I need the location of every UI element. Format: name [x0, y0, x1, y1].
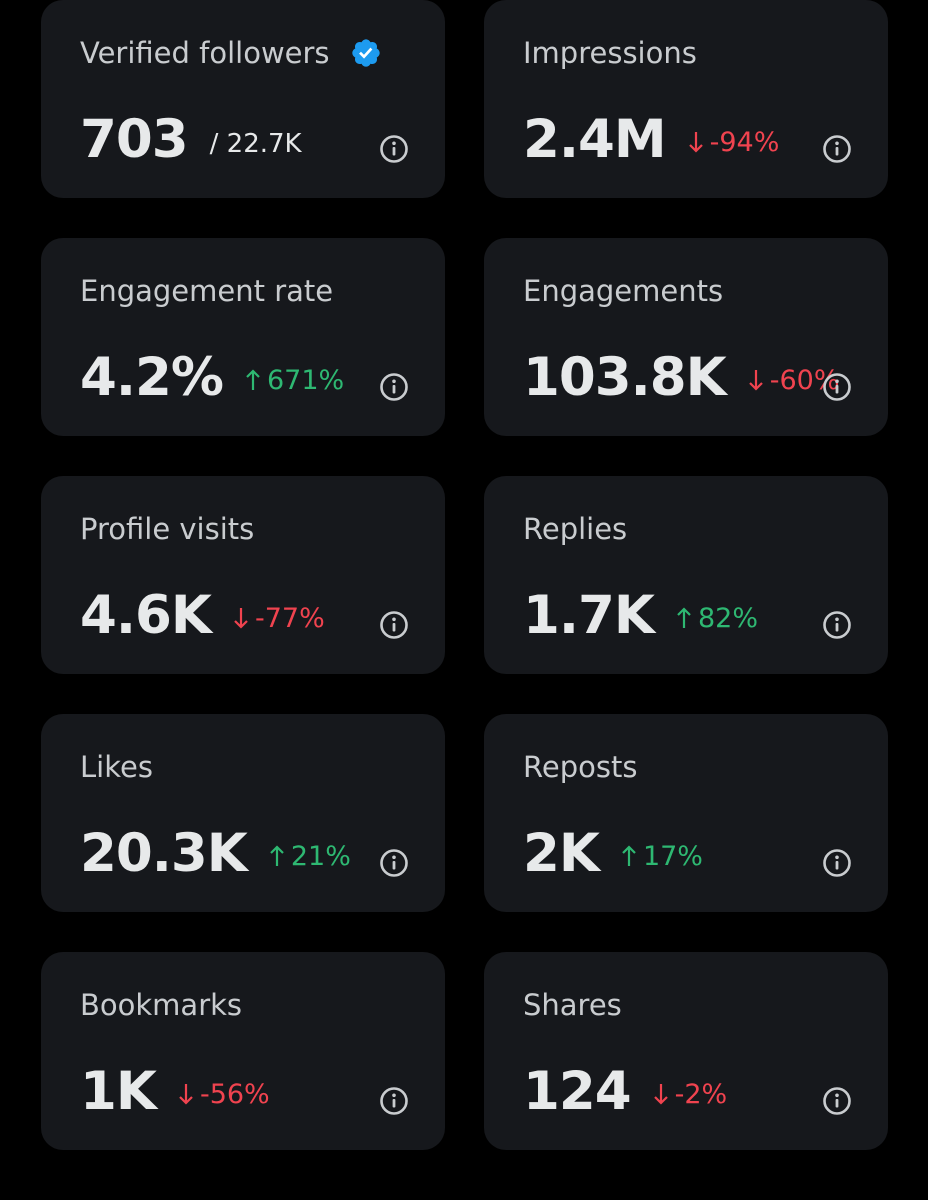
value-row: 4.6K -77%: [80, 580, 325, 650]
change-indicator: 21%: [269, 841, 351, 872]
arrow-down-icon: [748, 370, 763, 391]
card-engagements: Engagements 103.8K -60%: [484, 238, 888, 436]
card-verified-followers: Verified followers 703 / 22.7K: [41, 0, 445, 198]
card-value: 1.7K: [523, 584, 655, 646]
arrow-up-icon: [622, 845, 636, 866]
value-row: 4.2% 671%: [80, 342, 344, 412]
change-percent: 82%: [697, 602, 758, 634]
info-icon[interactable]: [822, 134, 852, 164]
card-engagement-rate: Engagement rate 4.2% 671%: [41, 238, 445, 436]
card-value: 20.3K: [80, 822, 248, 884]
card-label: Impressions: [523, 36, 697, 70]
change-indicator: 82%: [676, 603, 758, 634]
change-indicator: 671%: [245, 365, 344, 396]
card-value: 1K: [80, 1060, 157, 1122]
info-icon[interactable]: [822, 372, 852, 402]
value-row: 703 / 22.7K: [80, 104, 302, 174]
arrow-down-icon: [688, 132, 703, 153]
arrow-down-icon: [179, 1084, 193, 1105]
value-row: 2.4M -94%: [523, 104, 779, 174]
card-value: 4.6K: [80, 584, 212, 646]
arrow-up-icon: [246, 369, 260, 390]
arrow-down-icon: [653, 1084, 668, 1105]
change-percent: 17%: [642, 840, 703, 872]
card-value: 2.4M: [523, 108, 667, 170]
value-row: 2K 17%: [523, 818, 703, 888]
card-label: Reposts: [523, 750, 638, 784]
info-icon[interactable]: [822, 848, 852, 878]
change-percent: 21%: [290, 840, 351, 872]
card-replies: Replies 1.7K 82%: [484, 476, 888, 674]
info-icon[interactable]: [822, 1086, 852, 1116]
info-icon[interactable]: [379, 134, 409, 164]
card-value: 703: [80, 108, 189, 170]
card-label-wrap: Verified followers: [80, 36, 382, 70]
change-indicator: -56%: [178, 1079, 270, 1110]
card-value: 2K: [523, 822, 600, 884]
card-value: 124: [523, 1060, 632, 1122]
change-percent: 671%: [267, 364, 345, 396]
card-label: Bookmarks: [80, 988, 243, 1022]
card-total: / 22.7K: [209, 129, 302, 159]
info-icon[interactable]: [379, 1086, 409, 1116]
arrow-down-icon: [234, 608, 248, 629]
card-reposts: Reposts 2K 17%: [484, 714, 888, 912]
card-impressions: Impressions 2.4M -94%: [484, 0, 888, 198]
change-indicator: -2%: [653, 1078, 728, 1110]
card-bookmarks: Bookmarks 1K -56%: [41, 952, 445, 1150]
info-icon[interactable]: [379, 372, 409, 402]
arrow-up-icon: [677, 607, 691, 628]
verified-badge-icon: [351, 39, 380, 67]
change-indicator: -77%: [233, 603, 325, 634]
value-row: 1.7K 82%: [523, 580, 758, 650]
card-label: Likes: [80, 750, 153, 784]
value-row: 1K -56%: [80, 1056, 270, 1126]
change-indicator: -94%: [688, 126, 780, 158]
card-label: Engagement rate: [80, 274, 334, 308]
change-percent: -56%: [199, 1078, 270, 1110]
card-value: 103.8K: [523, 346, 727, 408]
card-label: Engagements: [523, 274, 724, 308]
value-row: 20.3K 21%: [80, 818, 351, 888]
info-icon[interactable]: [379, 610, 409, 640]
card-label: Profile visits: [80, 512, 255, 546]
card-profile-visits: Profile visits 4.6K -77%: [41, 476, 445, 674]
card-label: Shares: [523, 988, 622, 1022]
info-icon[interactable]: [822, 610, 852, 640]
card-label: Replies: [523, 512, 628, 546]
change-percent: -94%: [709, 126, 780, 158]
value-row: 124 -2%: [523, 1056, 727, 1126]
card-label: Verified followers: [80, 36, 330, 70]
change-indicator: 17%: [621, 841, 703, 872]
value-row: 103.8K -60%: [523, 342, 839, 412]
card-likes: Likes 20.3K 21%: [41, 714, 445, 912]
card-shares: Shares 124 -2%: [484, 952, 888, 1150]
change-percent: -77%: [254, 602, 325, 634]
info-icon[interactable]: [379, 848, 409, 878]
arrow-up-icon: [270, 845, 284, 866]
card-value: 4.2%: [80, 346, 224, 408]
change-percent: -2%: [674, 1078, 728, 1110]
